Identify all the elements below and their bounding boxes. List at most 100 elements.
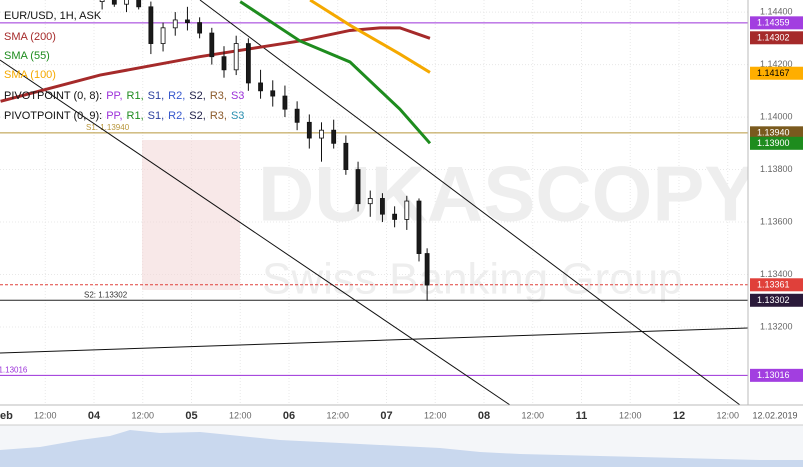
watermark-text: DUKASCOPY <box>258 150 756 238</box>
x-tick-label: eb <box>0 410 13 422</box>
x-tick-label: 07 <box>380 410 392 422</box>
candle-body <box>185 19 190 23</box>
y-tick-label: 1.14000 <box>760 111 793 121</box>
price-tag-label: 1.13940 <box>757 128 790 138</box>
candle-body <box>270 90 276 97</box>
candle-body <box>306 121 312 139</box>
x-tick-label: 12:00 <box>131 410 154 420</box>
price-tag <box>750 31 803 45</box>
x-tick-label: 12:00 <box>619 410 642 420</box>
pivot-level: R1, <box>127 110 144 122</box>
x-tick-label: 05 <box>185 410 197 422</box>
candle-body <box>392 213 398 220</box>
price-tag <box>750 136 803 150</box>
pivot-level: PP, <box>106 90 122 102</box>
x-tick-label: 12:00 <box>424 410 447 420</box>
candle-body <box>294 108 300 123</box>
candle-body <box>111 0 117 5</box>
x-tick-label: 11 <box>576 410 588 422</box>
candle-body <box>367 198 373 205</box>
indicator-line <box>239 0 432 145</box>
candle-body <box>245 43 251 84</box>
price-tag <box>750 368 803 382</box>
candle-body <box>355 169 361 205</box>
price-tag-label: 1.14359 <box>757 18 790 28</box>
y-tick-label: 1.13200 <box>760 321 793 331</box>
price-tag-label: 1.13016 <box>757 370 790 380</box>
x-tick-label: 12:00 <box>229 410 252 420</box>
candle-body <box>343 142 349 170</box>
y-tick-label: 1.13800 <box>760 164 793 174</box>
level-label: S1: 1.13940 <box>86 123 130 132</box>
watermark: DUKASCOPY Swiss Banking Group <box>142 140 756 304</box>
x-axis-panel <box>0 405 803 425</box>
candle-body <box>148 6 154 44</box>
series <box>0 0 432 145</box>
candle-body <box>380 198 385 215</box>
pivot-level: S1, <box>148 90 165 102</box>
watermark-subtitle: Swiss Banking Group <box>262 255 683 304</box>
pivot-legend: PIVOTPOINT (0, 9): PP, R1, S1, R2, S2, R3, S3 <box>4 110 244 122</box>
level-label: S2: 1.13302 <box>84 290 128 299</box>
candle-body <box>221 56 227 71</box>
y-tick-label: 1.14200 <box>760 59 793 69</box>
candle-body <box>416 200 422 254</box>
pivot-level: R2, <box>168 90 185 102</box>
candle-body <box>282 95 288 110</box>
pivot-level: S2, <box>189 90 206 102</box>
navigator <box>0 424 803 467</box>
candle-body <box>233 43 239 71</box>
price-tag <box>750 293 803 307</box>
price-tag-label: 1.13900 <box>757 138 790 148</box>
trend-lines <box>0 0 749 406</box>
pivot-level: R3, <box>210 110 227 122</box>
axes: 1.14400 1.14200 1.14000 1.13800 1.13600 1.134… <box>0 6 803 422</box>
pivot-level: R2, <box>168 110 185 122</box>
watermark-logo <box>142 140 240 290</box>
x-tick-label: 12:00 <box>326 410 349 420</box>
candle-body <box>124 0 129 5</box>
candle-body <box>424 253 430 286</box>
price-tag-label: 1.14167 <box>757 68 790 78</box>
pivot-level: PP, <box>106 110 122 122</box>
y-tick-label: 1.13600 <box>760 216 793 226</box>
x-tick-label: 06 <box>283 410 295 422</box>
price-tag-label: 1.13302 <box>757 295 790 305</box>
indicator-line <box>0 26 431 103</box>
price-tag-label: 1.14302 <box>757 33 790 43</box>
candle-body <box>172 19 178 29</box>
candle-body <box>209 32 215 58</box>
pivot-level: R1, <box>127 90 144 102</box>
pivot-level: S3 <box>231 90 244 102</box>
price-tag <box>750 126 803 140</box>
navigator-area <box>0 430 803 467</box>
y-tick-label: 1.13400 <box>760 269 793 279</box>
pivot-level: S3 <box>231 110 244 122</box>
x-tick-label: 08 <box>478 410 490 422</box>
legend-entry: SMA (100) <box>4 69 56 81</box>
price-tag <box>750 66 803 80</box>
candle-body <box>160 27 166 44</box>
x-tick-label: 12:00 <box>521 410 544 420</box>
x-tick-label: 04 <box>88 410 101 422</box>
price-tag <box>750 16 803 30</box>
trend-line <box>0 59 511 406</box>
candle-body <box>331 129 337 144</box>
candle-body <box>197 22 203 34</box>
x-tick-label: 12:00 <box>34 410 57 420</box>
levels: S1: 1.13940 S2: 1.13302: 1.13016 <box>0 22 748 376</box>
candle-body <box>136 0 142 8</box>
price-tag-label: 1.13361 <box>757 280 790 290</box>
pivot-legend: PIVOTPOINT (0, 8): PP, R1, S1, R2, S2, R3, S3 <box>4 90 244 102</box>
y-tick-label: 1.14400 <box>760 6 793 16</box>
pivot-level: R3, <box>210 90 227 102</box>
candle-body <box>319 129 324 139</box>
candles <box>99 0 430 301</box>
legend-entry: SMA (200) <box>4 31 56 43</box>
x-tick-label: 12 <box>673 410 685 422</box>
trend-line <box>199 0 741 406</box>
chart-title: EUR/USD, 1H, ASK <box>4 10 102 22</box>
x-axis-date: 12.02.2019 <box>752 410 797 420</box>
